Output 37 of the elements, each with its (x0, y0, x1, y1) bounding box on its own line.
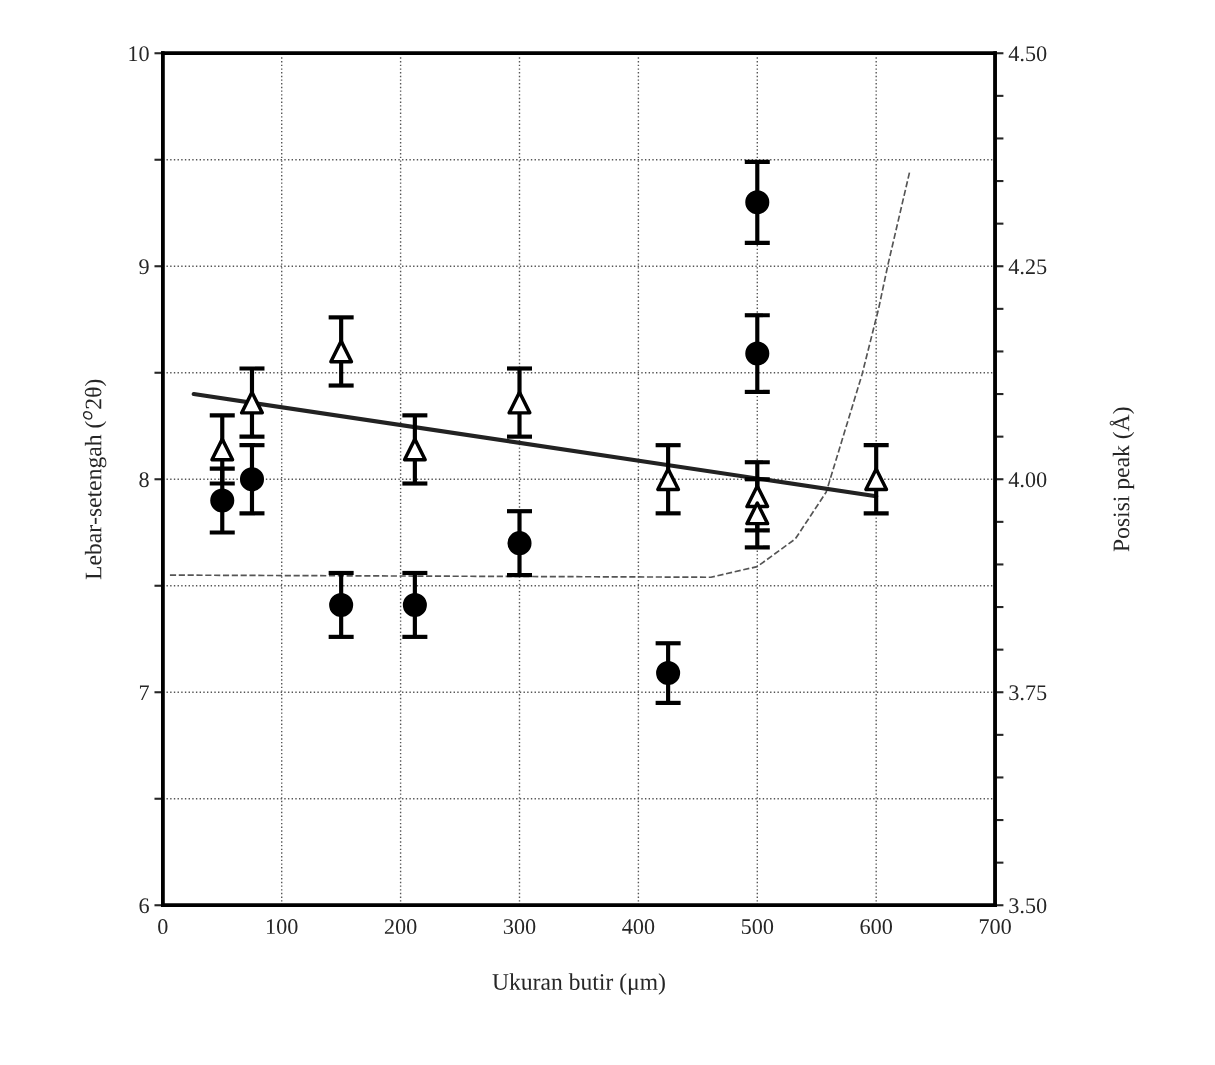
point (507, 531, 532, 556)
point (507, 390, 532, 415)
x-tick-label: 400 (622, 919, 655, 935)
point (239, 390, 265, 415)
y-tick-label: 7 (139, 685, 149, 700)
point (210, 488, 235, 513)
y2-tick-label: 4.00 (1008, 472, 1047, 488)
x-tick-label: 700 (979, 919, 1011, 935)
x-tick-label: 500 (741, 919, 774, 935)
point (239, 467, 265, 492)
y2-tick-label: 4.50 (1008, 46, 1047, 62)
x-axis-title: Ukuran butir (μm) (492, 973, 665, 995)
y2-tick-label: 4.25 (1008, 259, 1047, 275)
point (329, 339, 354, 364)
y2-tick-label: 3.75 (1009, 685, 1047, 701)
x-tick-label: 600 (860, 919, 893, 935)
y-axis-title: Lebar-setengah ($^{o}$2θ) (82, 379, 107, 580)
y-tick-label: 9 (139, 259, 149, 275)
x-tick-label: 200 (384, 919, 417, 935)
x-tick-label: 300 (503, 919, 536, 935)
point (402, 592, 427, 617)
point (210, 437, 235, 462)
point (745, 190, 770, 215)
x-tick-label: 0 (158, 919, 168, 935)
point (329, 592, 354, 617)
point (402, 437, 427, 462)
y-tick-label: 8 (139, 472, 149, 488)
y2-tick-label: 3.50 (1009, 898, 1047, 914)
point (864, 467, 889, 492)
point (656, 661, 681, 686)
x-tick-label: 100 (266, 919, 298, 935)
point (745, 341, 770, 366)
y-tick-label: 6 (139, 898, 149, 914)
point (745, 501, 770, 526)
y-tick-label: 10 (129, 46, 149, 62)
y2-axis-title: Posisi peak (Å) (1109, 407, 1135, 552)
point (656, 467, 681, 492)
